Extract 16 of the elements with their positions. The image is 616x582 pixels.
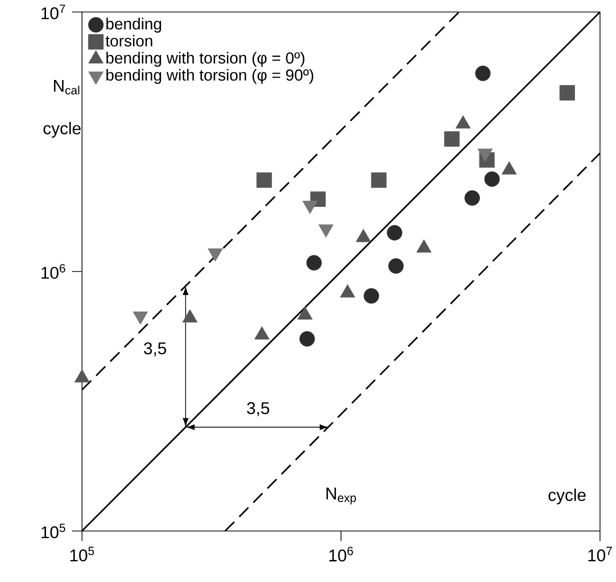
y-axis-title: N$_{cal}$ <box>54 80 80 94</box>
x-tick-label: 10$^{6}$ <box>329 546 353 562</box>
annotation: cycle <box>548 488 586 504</box>
legend-label: bending with torsion (φ = 0º) <box>106 52 304 67</box>
annotation: 3,5 <box>247 402 270 416</box>
x-axis-title: N$_{exp}$ <box>326 488 356 504</box>
x-tick-label: 10$^{5}$ <box>70 546 94 562</box>
y-tick-label: 10$^{7}$ <box>42 4 66 20</box>
legend-label: torsion <box>106 34 152 47</box>
text: cycle <box>44 122 81 138</box>
y-tick-label: 10$^{6}$ <box>42 264 66 279</box>
legend-label: bending with torsion (φ = 90º) <box>106 69 314 84</box>
y-tick-label: 10$^{5}$ <box>42 524 66 538</box>
x-tick-label: 10$^{7}$ <box>588 546 612 562</box>
legend-label: bending <box>106 18 162 33</box>
annotation: 3,5 <box>144 342 166 356</box>
